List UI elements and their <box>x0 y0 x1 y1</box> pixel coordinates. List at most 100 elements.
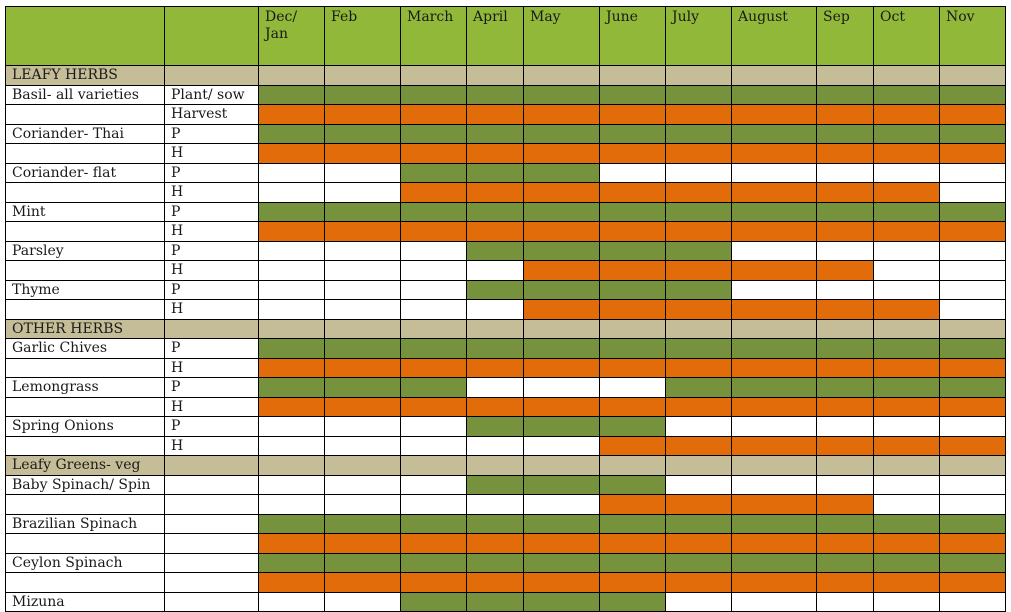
crop-row-coriander-flat: H <box>5 182 1006 203</box>
crop-row-garlic-chives: Garlic Chives P <box>5 338 1006 359</box>
section-fill-cell <box>400 65 467 86</box>
section-fill-cell <box>816 318 874 339</box>
empty-cell <box>731 416 817 437</box>
harvest-cell <box>466 396 524 417</box>
empty-cell <box>258 591 325 612</box>
harvest-cell <box>731 221 817 242</box>
empty-cell <box>939 494 1006 515</box>
activity-type-cell: H <box>164 435 259 456</box>
crop-name-cell: Basil- all varieties <box>5 84 165 105</box>
section-fill-cell <box>400 318 467 339</box>
empty-cell <box>258 435 325 456</box>
plant-cell <box>873 84 940 105</box>
harvest-cell <box>873 572 940 593</box>
empty-cell <box>324 494 401 515</box>
section-fill-cell <box>731 318 817 339</box>
harvest-cell <box>731 357 817 378</box>
harvest-cell <box>523 572 600 593</box>
section-fill-cell <box>939 318 1006 339</box>
plant-cell <box>258 201 325 222</box>
plant-cell <box>400 338 467 359</box>
section-fill-cell <box>523 318 600 339</box>
plant-cell <box>731 552 817 573</box>
plant-cell <box>258 377 325 398</box>
empty-cell <box>324 162 401 183</box>
activity-type-cell: H <box>164 357 259 378</box>
plant-cell <box>665 201 732 222</box>
empty-cell <box>523 494 600 515</box>
crop-row-garlic-chives: H <box>5 357 1006 378</box>
harvest-cell <box>400 182 467 203</box>
section-fill-cell <box>164 455 259 476</box>
plant-cell <box>731 201 817 222</box>
section-fill-cell <box>939 455 1006 476</box>
plant-cell <box>939 338 1006 359</box>
crop-name-cell <box>5 435 165 456</box>
plant-cell <box>599 201 666 222</box>
section-fill-cell <box>523 65 600 86</box>
plant-cell <box>523 162 600 183</box>
plant-cell <box>939 377 1006 398</box>
activity-type-cell: P <box>164 123 259 144</box>
crop-row-basil-all-varieties: Harvest <box>5 104 1006 125</box>
harvest-cell <box>665 221 732 242</box>
plant-cell <box>816 123 874 144</box>
activity-type-cell: P <box>164 338 259 359</box>
harvest-cell <box>523 260 600 281</box>
crop-row-parsley: H <box>5 260 1006 281</box>
plant-cell <box>816 377 874 398</box>
plant-cell <box>400 591 467 612</box>
activity-type-cell: Harvest <box>164 104 259 125</box>
plant-cell <box>939 201 1006 222</box>
harvest-cell <box>599 260 666 281</box>
plant-cell <box>873 201 940 222</box>
harvest-cell <box>816 299 874 320</box>
activity-type-cell: P <box>164 201 259 222</box>
plant-cell <box>939 513 1006 534</box>
crop-name-cell: Mint <box>5 201 165 222</box>
harvest-cell <box>731 572 817 593</box>
harvest-cell <box>324 572 401 593</box>
harvest-cell <box>258 104 325 125</box>
harvest-cell <box>324 357 401 378</box>
harvest-cell <box>599 435 666 456</box>
harvest-cell <box>873 182 940 203</box>
empty-cell <box>939 240 1006 261</box>
crop-name-cell <box>5 143 165 164</box>
harvest-cell <box>324 221 401 242</box>
harvest-cell <box>523 104 600 125</box>
harvest-cell <box>400 221 467 242</box>
plant-cell <box>466 338 524 359</box>
plant-cell <box>665 123 732 144</box>
activity-type-cell: H <box>164 221 259 242</box>
plant-cell <box>523 591 600 612</box>
harvest-cell <box>599 299 666 320</box>
harvest-cell <box>400 357 467 378</box>
crop-row-coriander-thai: Coriander- Thai P <box>5 123 1006 144</box>
harvest-cell <box>599 143 666 164</box>
activity-type-cell: P <box>164 279 259 300</box>
harvest-cell <box>731 396 817 417</box>
activity-type-cell <box>164 474 259 495</box>
month-header-july: July <box>665 6 732 66</box>
empty-cell <box>939 416 1006 437</box>
harvest-cell <box>400 104 467 125</box>
plant-cell <box>523 240 600 261</box>
crop-row-basil-all-varieties: Basil- all varieties Plant/ sow <box>5 84 1006 105</box>
harvest-cell <box>816 357 874 378</box>
section-row-leafy-herbs: LEAFY HERBS <box>5 65 1006 86</box>
empty-cell <box>939 279 1006 300</box>
crop-name-cell <box>5 221 165 242</box>
plant-cell <box>939 123 1006 144</box>
harvest-cell <box>939 396 1006 417</box>
crop-row-baby-spinach-spin: Baby Spinach/ Spin <box>5 474 1006 495</box>
month-header-sep: Sep <box>816 6 874 66</box>
plant-cell <box>466 123 524 144</box>
planting-calendar-table: Dec/ Jan Feb March April May June July A… <box>5 6 1006 612</box>
crop-name-cell <box>5 572 165 593</box>
empty-cell <box>816 474 874 495</box>
plant-cell <box>731 377 817 398</box>
harvest-cell <box>731 494 817 515</box>
harvest-cell <box>731 435 817 456</box>
crop-name-cell <box>5 182 165 203</box>
